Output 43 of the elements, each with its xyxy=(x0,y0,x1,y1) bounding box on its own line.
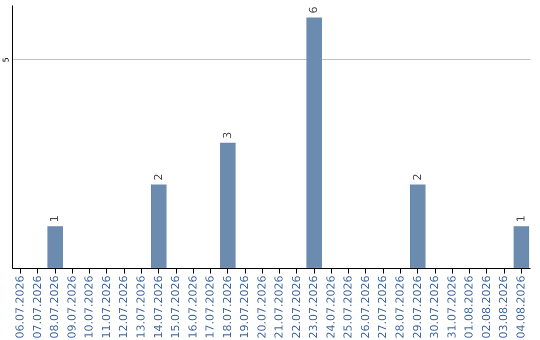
x-tick-label: 26.07.2026 xyxy=(358,276,372,338)
bar xyxy=(47,226,63,268)
x-tick-label: 27.07.2026 xyxy=(376,276,390,338)
bar xyxy=(150,184,167,268)
x-tick-label: 04.08.2026 xyxy=(514,276,528,338)
x-tick-label: 03.08.2026 xyxy=(497,276,510,338)
x-tick-label: 08.07.2026 xyxy=(48,276,62,338)
x-tick-label: 23.07.2026 xyxy=(307,276,320,338)
x-tick-label: 30.07.2026 xyxy=(428,276,442,338)
x-tick-label: 18.07.2026 xyxy=(220,276,234,338)
x-tick-label: 17.07.2026 xyxy=(204,276,217,338)
x-tick-label: 29.07.2026 xyxy=(410,276,424,338)
y-tick-label: 5 xyxy=(2,57,10,62)
x-tick-label: 13.07.2026 xyxy=(134,276,148,338)
x-tick-label: 31.07.2026 xyxy=(445,276,458,338)
bar xyxy=(410,184,426,268)
x-tick-label: 11.07.2026 xyxy=(100,276,113,338)
data-label: 3 xyxy=(220,132,234,139)
x-tick-label: 16.07.2026 xyxy=(186,276,200,338)
x-tick-label: 25.07.2026 xyxy=(342,276,355,338)
x-tick-label: 28.07.2026 xyxy=(394,276,406,338)
bar xyxy=(514,226,530,268)
x-tick-label: 19.07.2026 xyxy=(238,276,252,338)
x-tick-label: 06.07.2026 xyxy=(14,276,27,338)
x-tick-label: 24.07.2026 xyxy=(324,276,338,338)
x-tick-label: 20.07.2026 xyxy=(255,276,268,338)
bar xyxy=(306,18,322,268)
x-tick-label: 22.07.2026 xyxy=(290,276,303,338)
x-tick-label: 21.07.2026 xyxy=(272,276,286,338)
x-tick-label: 12.07.2026 xyxy=(117,276,130,338)
bar xyxy=(220,142,236,268)
data-label: 1 xyxy=(514,215,528,222)
x-tick-label: 14.07.2026 xyxy=(152,276,165,338)
x-tick-label: 07.07.2026 xyxy=(30,276,44,338)
data-label: 6 xyxy=(307,6,320,14)
x-tick-label: 09.07.2026 xyxy=(65,276,78,338)
x-tick-label: 10.07.2026 xyxy=(82,276,96,338)
x-tick-label: 15.07.2026 xyxy=(169,276,182,338)
x-tick-label: 01.08.2026 xyxy=(462,276,476,338)
x-tick-label: 02.08.2026 xyxy=(480,276,493,338)
data-label: 1 xyxy=(48,215,62,222)
data-label: 2 xyxy=(152,174,165,181)
data-label: 2 xyxy=(410,174,424,181)
